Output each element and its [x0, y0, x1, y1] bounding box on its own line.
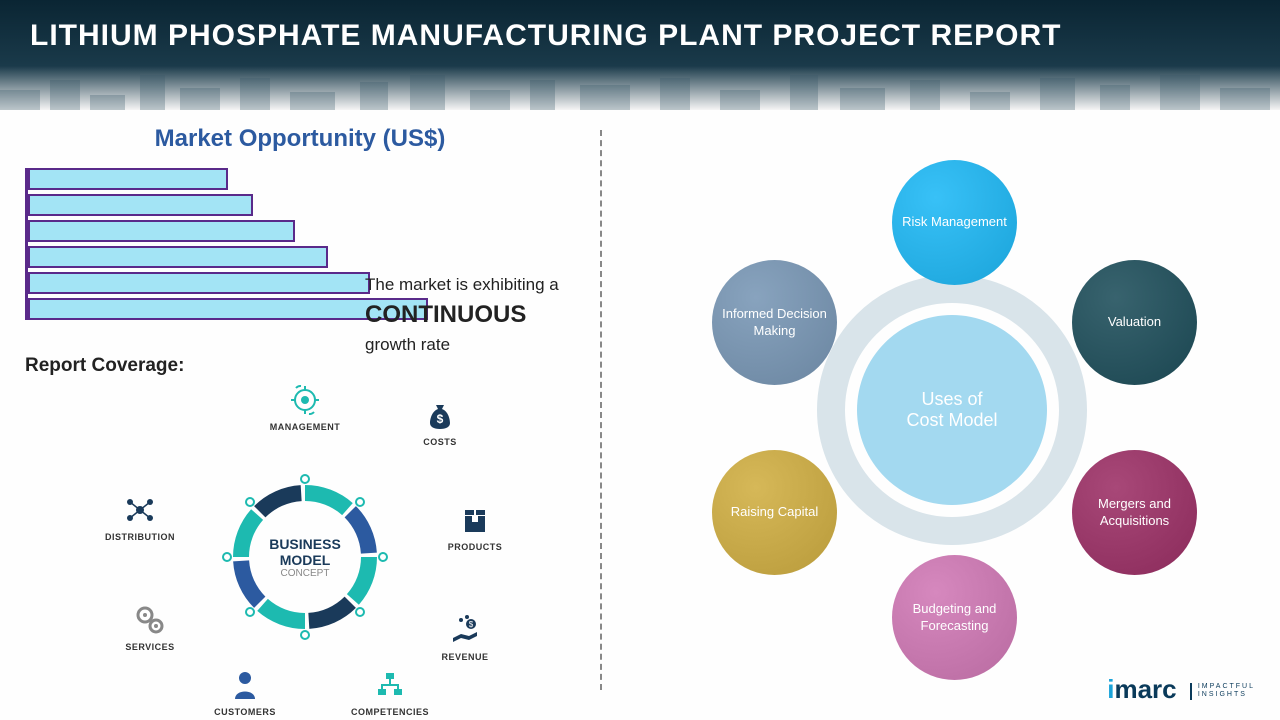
bm-label: MANAGEMENT: [260, 422, 350, 432]
cost-node-risk-management: Risk Management: [892, 160, 1017, 285]
bm-dot: [245, 497, 255, 507]
logo-tagline: IMPACTFUL INSIGHTS: [1190, 683, 1255, 700]
logo-tag2: INSIGHTS: [1198, 691, 1247, 698]
bm-label: COMPETENCIES: [345, 707, 435, 717]
bm-center: BUSINESS MODEL CONCEPT: [235, 487, 375, 627]
bm-dot: [378, 552, 388, 562]
cost-center: Uses ofCost Model: [857, 315, 1047, 505]
bar: [28, 220, 295, 242]
cost-node-budgeting-and-forecasting: Budgeting and Forecasting: [892, 555, 1017, 680]
box-icon: [457, 502, 493, 538]
bar-row: [28, 220, 445, 242]
cost-model-diagram: Uses ofCost Model Risk Management Valuati…: [632, 120, 1252, 700]
bar: [28, 246, 328, 268]
gears-icon: [132, 602, 168, 638]
coverage-title: Report Coverage:: [25, 355, 575, 377]
bm-center-line2: MODEL: [280, 552, 331, 568]
logo-rest: marc: [1114, 674, 1176, 704]
bm-label: DISTRIBUTION: [95, 532, 185, 542]
cost-node-mergers-and-acquisitions: Mergers and Acquisitions: [1072, 450, 1197, 575]
bm-label: SERVICES: [105, 642, 195, 652]
org-chart-icon: [372, 667, 408, 703]
bm-item-distribution: DISTRIBUTION: [95, 492, 185, 542]
person-icon: [227, 667, 263, 703]
bm-dot: [300, 474, 310, 484]
left-panel: Market Opportunity (US$) The market is e…: [0, 110, 600, 720]
bm-dot: [300, 630, 310, 640]
content: Market Opportunity (US$) The market is e…: [0, 110, 1280, 720]
cost-node-valuation: Valuation: [1072, 260, 1197, 385]
page-title: LITHIUM PHOSPHATE MANUFACTURING PLANT PR…: [30, 18, 1250, 54]
bm-item-services: SERVICES: [105, 602, 195, 652]
chart-title: Market Opportunity (US$): [25, 125, 575, 153]
hand-coin-icon: $: [447, 612, 483, 648]
bm-item-costs: $ COSTS: [395, 397, 485, 447]
bm-label: COSTS: [395, 437, 485, 447]
growth-line1: The market is exhibiting a: [365, 275, 585, 295]
network-icon: [122, 492, 158, 528]
gear-bulb-icon: [287, 382, 323, 418]
growth-line2: growth rate: [365, 335, 585, 355]
bar-row: [28, 246, 445, 268]
cost-center-line: Uses of: [921, 389, 982, 410]
bm-label: REVENUE: [420, 652, 510, 662]
money-bag-icon: $: [422, 397, 458, 433]
svg-text:$: $: [469, 620, 474, 629]
header: LITHIUM PHOSPHATE MANUFACTURING PLANT PR…: [0, 0, 1280, 110]
bar: [28, 194, 253, 216]
bm-center-sub: CONCEPT: [281, 568, 330, 579]
bar-row: [28, 168, 445, 190]
bm-dot: [355, 497, 365, 507]
bm-item-management: MANAGEMENT: [260, 382, 350, 432]
growth-word: CONTINUOUS: [365, 301, 585, 329]
bm-label: PRODUCTS: [430, 542, 520, 552]
cost-node-raising-capital: Raising Capital: [712, 450, 837, 575]
bm-item-products: PRODUCTS: [430, 502, 520, 552]
cost-center-line: Cost Model: [906, 410, 997, 431]
skyline-decoration: [0, 70, 1280, 110]
growth-text: The market is exhibiting a CONTINUOUS gr…: [365, 275, 585, 355]
bm-item-revenue: $ REVENUE: [420, 612, 510, 662]
bm-center-line1: BUSINESS: [269, 536, 341, 552]
right-panel: Uses ofCost Model Risk Management Valuati…: [602, 110, 1280, 720]
bm-dot: [245, 607, 255, 617]
business-model-diagram: BUSINESS MODEL CONCEPT MANAGEMENT $ COSTS P…: [25, 387, 575, 697]
logo: imarc IMPACTFUL INSIGHTS: [1107, 674, 1255, 705]
logo-tag1: IMPACTFUL: [1198, 683, 1255, 690]
bm-item-customers: CUSTOMERS: [200, 667, 290, 717]
bar: [28, 168, 228, 190]
bm-item-competencies: COMPETENCIES: [345, 667, 435, 717]
bm-dot: [222, 552, 232, 562]
bm-label: CUSTOMERS: [200, 707, 290, 717]
svg-text:$: $: [437, 412, 444, 426]
bar-row: [28, 194, 445, 216]
cost-node-informed-decision-making: Informed Decision Making: [712, 260, 837, 385]
bar: [28, 272, 370, 294]
